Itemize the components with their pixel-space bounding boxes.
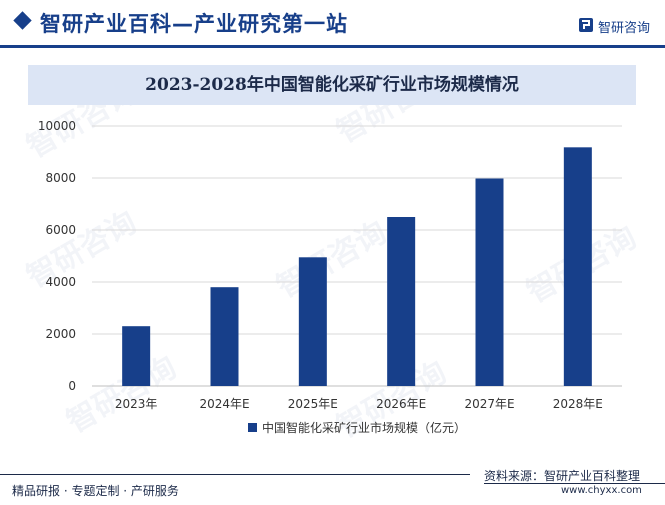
chart-title: 2023-2028年中国智能化采矿行业市场规模情况 (145, 75, 519, 95)
x-tick-label: 2027年E (464, 397, 514, 411)
footer-divider (0, 474, 470, 475)
legend-swatch (248, 423, 257, 432)
bar-chart: 0 2000 4000 6000 8000 10000 2023年 2024年E 2025年E 2… (38, 119, 622, 435)
x-tick-label: 2028年E (553, 397, 603, 411)
y-tick-label: 0 (68, 379, 76, 393)
bar (122, 326, 151, 386)
bar (387, 217, 416, 386)
bar (475, 178, 504, 386)
page-title: 智研产业百科—产业研究第一站 (40, 12, 348, 36)
data-source: 资料来源：智研产业百科整理 (484, 469, 641, 483)
bar (210, 287, 239, 386)
y-tick-label: 10000 (38, 119, 76, 133)
y-tick-label: 8000 (45, 171, 76, 185)
brand-logo-icon (579, 18, 593, 32)
x-tick-label: 2025年E (288, 397, 338, 411)
y-tick-label: 4000 (45, 275, 76, 289)
y-tick-label: 2000 (45, 327, 76, 341)
brand-name: 智研咨询 (598, 21, 651, 36)
x-tick-label: 2026年E (376, 397, 426, 411)
header-divider (0, 45, 665, 48)
chart-title-band (28, 65, 636, 105)
diamond-icon (13, 11, 32, 30)
legend-label: 中国智能化采矿行业市场规模（亿元） (262, 420, 466, 435)
footer-tagline: 精品研报 · 专题定制 · 产研服务 (12, 484, 179, 498)
bar (298, 257, 327, 386)
x-tick-label: 2024年E (199, 397, 249, 411)
x-tick-label: 2023年 (115, 397, 158, 411)
bar (563, 147, 592, 386)
y-tick-label: 6000 (45, 223, 76, 237)
footer-divider (484, 483, 665, 484)
header: 智研产业百科—产业研究第一站 智研咨询 (0, 0, 665, 48)
website-url: www.chyxx.com (561, 485, 642, 496)
